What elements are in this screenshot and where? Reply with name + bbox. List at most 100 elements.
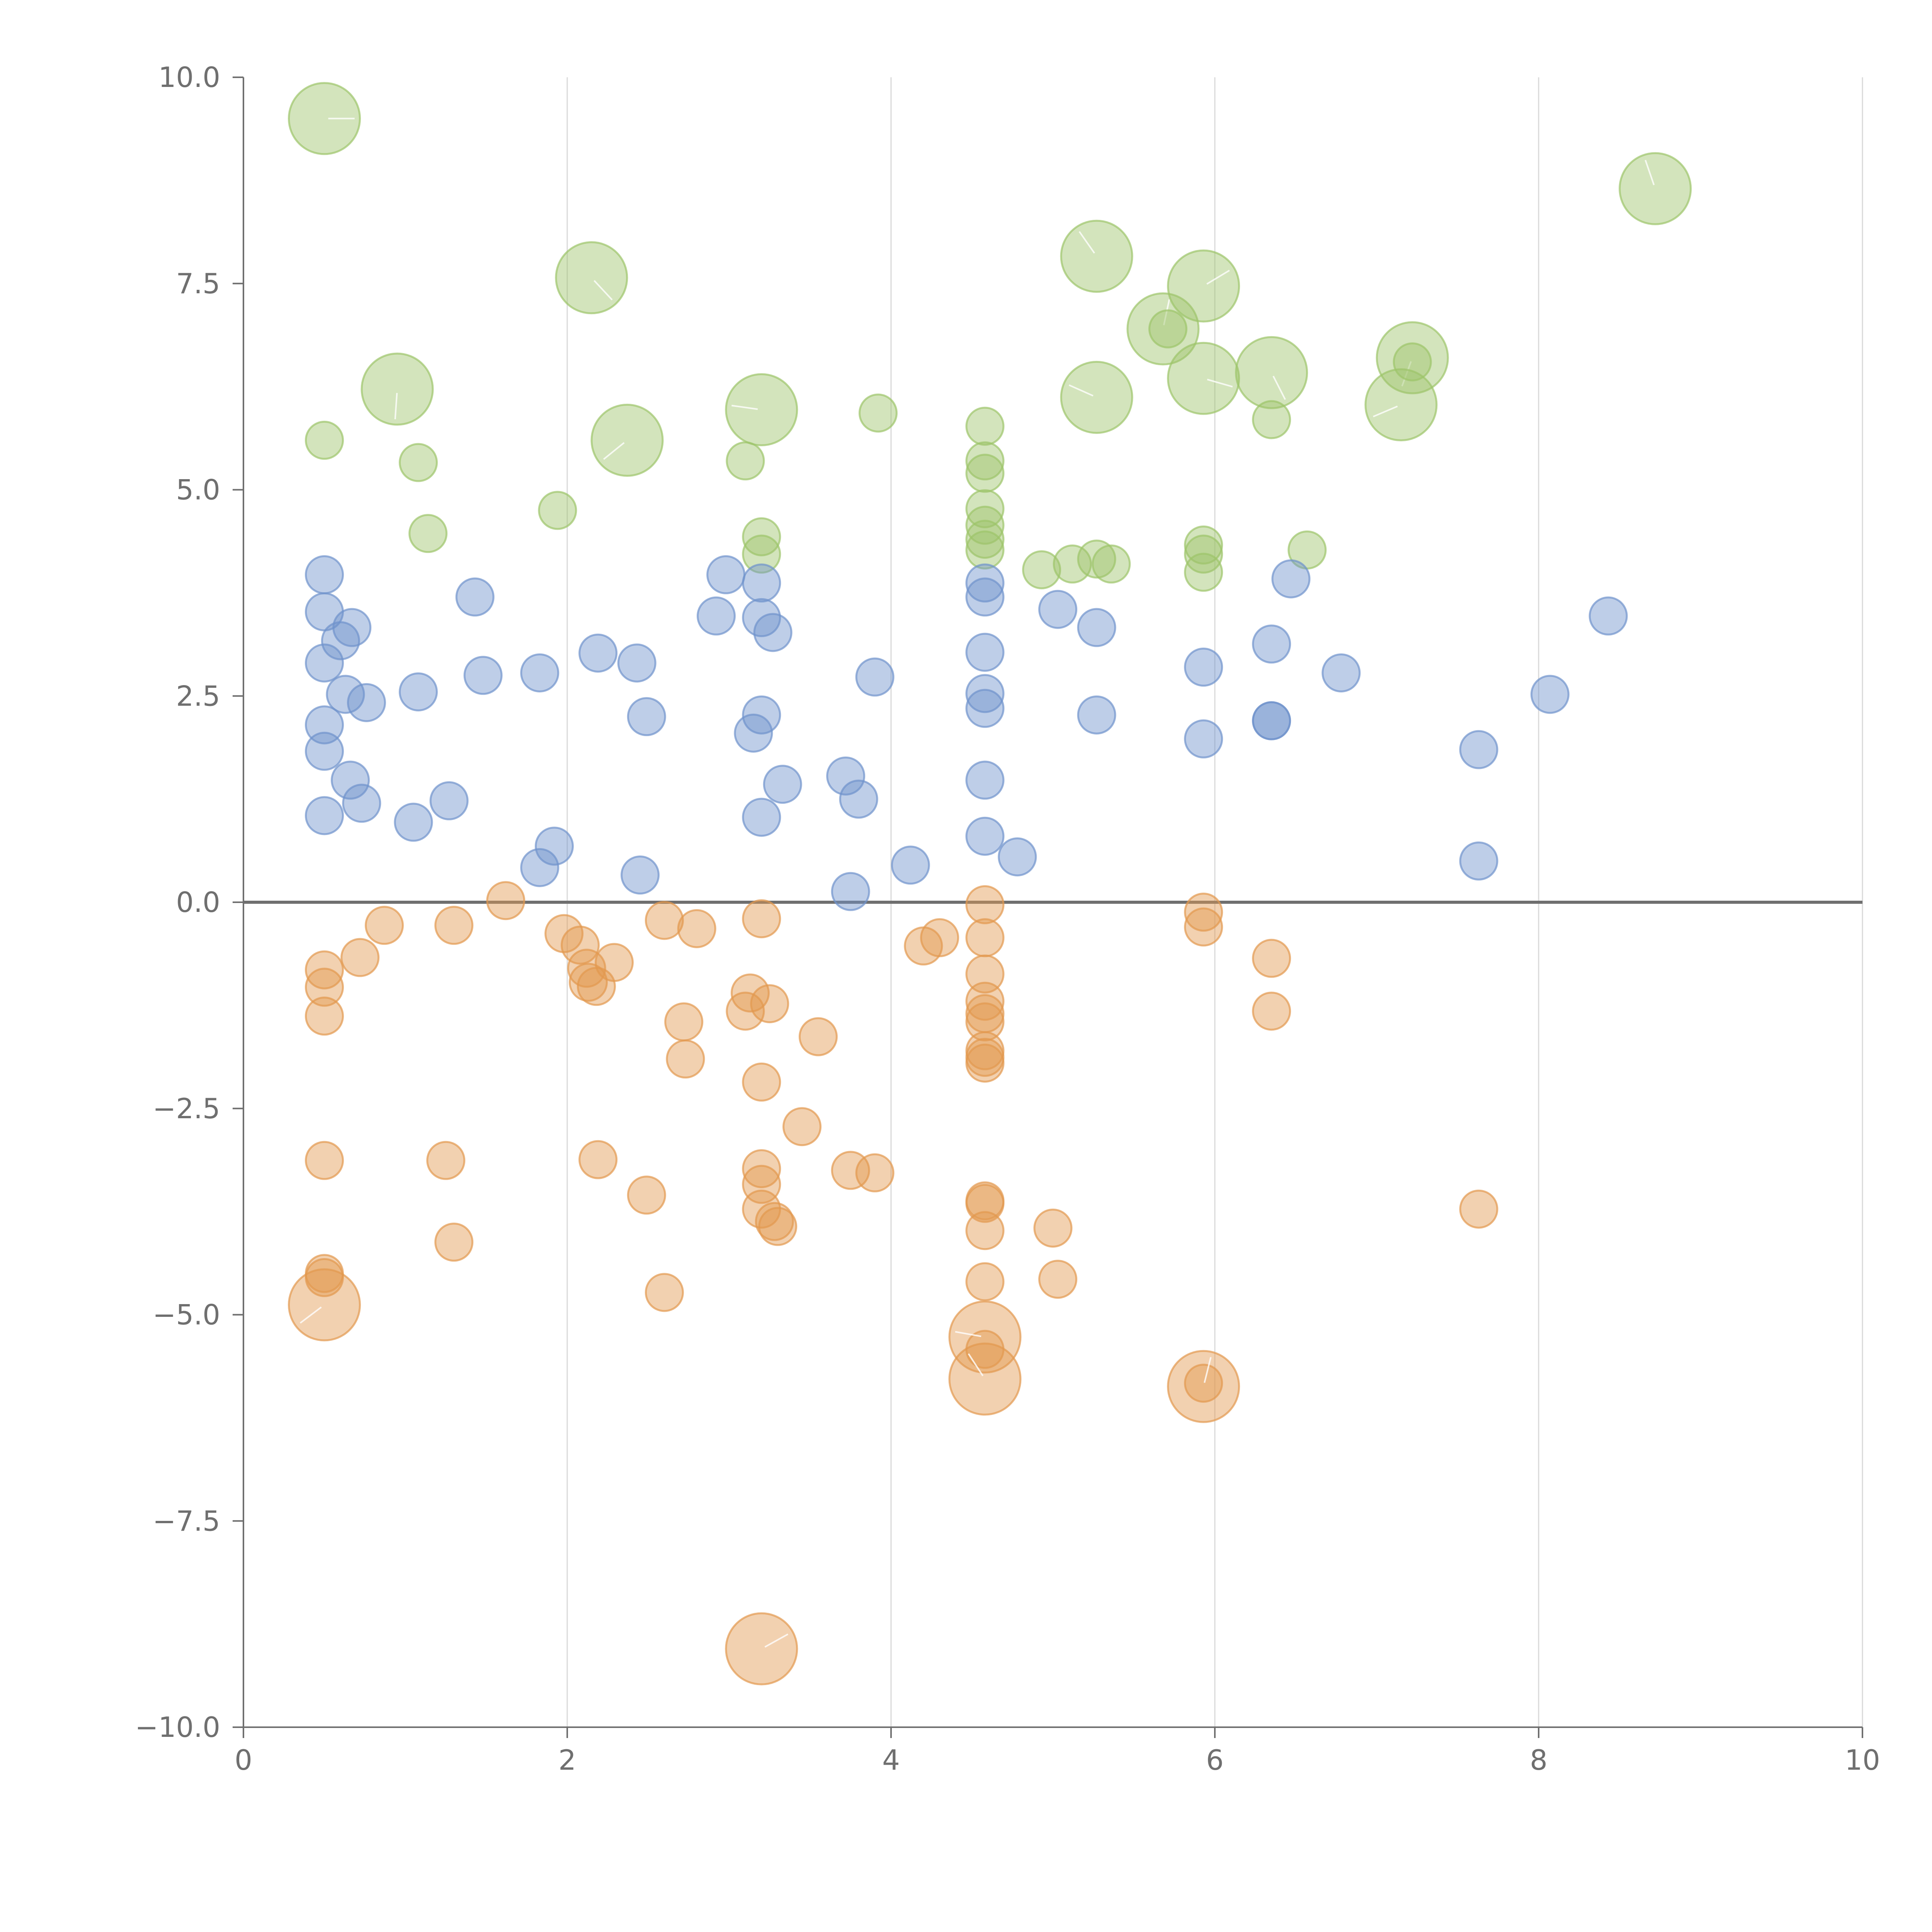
point-orange-16 [666, 1039, 705, 1079]
point-blue-38 [965, 563, 1005, 603]
point-blue-41 [965, 674, 1005, 713]
y-tick-label-3: 2.5 [176, 680, 220, 712]
point-blue-59 [1588, 596, 1628, 636]
axes [233, 77, 1863, 1738]
point-orange-17 [742, 899, 781, 939]
point-green-21 [742, 534, 781, 574]
point-blue-50 [1184, 719, 1223, 759]
y-tick-label-7: −7.5 [153, 1505, 220, 1537]
point-orange-5 [434, 906, 474, 945]
point-blue-19 [534, 827, 574, 866]
point-green-16 [408, 514, 448, 553]
point-orange-4 [365, 906, 404, 945]
point-blue-10 [331, 760, 370, 800]
point-orange-47 [742, 1149, 781, 1189]
point-glint-green-7 [1206, 270, 1230, 285]
point-glint-green-11 [1373, 405, 1398, 417]
point-blue-35 [831, 872, 870, 911]
point-blue-20 [578, 633, 618, 673]
point-green-20 [742, 517, 781, 556]
point-green-15 [399, 443, 438, 482]
point-blue-23 [621, 855, 660, 895]
point-orange-55 [965, 1184, 1005, 1223]
point-orange-12 [595, 943, 634, 982]
x-tick-label-2: 4 [882, 1744, 900, 1776]
x-tick-label-3: 6 [1206, 1744, 1224, 1776]
point-orange-21 [742, 1062, 781, 1102]
point-green-24 [965, 454, 1005, 493]
point-orange-28 [965, 954, 1005, 994]
point-blue-25 [706, 555, 746, 594]
point-blue-55 [1321, 653, 1361, 692]
point-blue-58 [1530, 675, 1570, 714]
point-glint-green-13 [1645, 160, 1655, 185]
series-green [288, 82, 1692, 592]
point-green-28 [965, 530, 1005, 570]
point-orange-65 [948, 1342, 1022, 1416]
point-orange-37 [1252, 939, 1291, 978]
point-orange-39 [305, 1141, 344, 1180]
point-green-27 [965, 520, 1005, 559]
point-green-18 [726, 441, 765, 481]
point-glint-orange-64 [955, 1331, 981, 1337]
point-green-14 [305, 420, 344, 460]
point-orange-62 [1459, 1189, 1498, 1229]
point-glint-green-6 [1163, 299, 1170, 325]
y-tick-label-2: 5.0 [176, 474, 220, 506]
point-blue-14 [429, 781, 469, 820]
point-orange-45 [627, 1175, 666, 1215]
point-orange-56 [965, 1211, 1005, 1250]
point-green-10 [1376, 321, 1449, 395]
point-glint-green-8 [1207, 379, 1233, 388]
point-orange-64 [948, 1300, 1022, 1374]
point-green-31 [1077, 539, 1116, 579]
point-blue-22 [627, 697, 666, 736]
point-blue-13 [399, 672, 438, 712]
point-orange-36 [1184, 907, 1223, 947]
point-green-39 [1393, 342, 1432, 382]
point-orange-59 [1038, 1260, 1078, 1299]
point-orange-40 [426, 1141, 466, 1180]
point-orange-25 [920, 918, 959, 957]
point-orange-58 [1033, 1208, 1073, 1248]
point-green-32 [1092, 544, 1131, 584]
point-orange-15 [664, 1002, 704, 1042]
point-blue-12 [394, 803, 433, 842]
point-blue-2 [305, 643, 344, 683]
point-blue-39 [965, 577, 1005, 617]
point-green-33 [1184, 526, 1223, 565]
point-green-8 [1167, 342, 1240, 415]
point-blue-7 [332, 608, 372, 647]
data-points [288, 82, 1692, 1685]
point-green-30 [1053, 544, 1092, 584]
point-orange-2 [305, 997, 344, 1036]
point-orange-22 [798, 1017, 838, 1056]
point-green-23 [965, 441, 1005, 481]
point-green-19 [858, 393, 898, 433]
point-orange-27 [965, 918, 1005, 957]
point-green-13 [1619, 152, 1692, 225]
point-glint-green-9 [1272, 376, 1286, 400]
y-tick-label-1: 7.5 [176, 267, 220, 300]
point-glint-orange-66 [1204, 1357, 1212, 1383]
point-glint-green-3 [603, 442, 625, 460]
point-green-35 [1184, 553, 1223, 592]
point-blue-17 [520, 653, 560, 692]
point-blue-36 [855, 657, 895, 697]
point-blue-57 [1459, 841, 1498, 881]
point-glint-green-2 [394, 393, 398, 420]
point-orange-31 [965, 1002, 1005, 1042]
point-orange-14 [677, 909, 716, 948]
point-blue-0 [305, 555, 344, 594]
point-blue-26 [742, 563, 781, 603]
point-green-25 [965, 489, 1005, 529]
point-orange-34 [965, 1043, 1005, 1083]
point-green-17 [538, 491, 577, 530]
point-blue-28 [753, 613, 793, 652]
point-green-9 [1235, 336, 1308, 409]
point-orange-6 [486, 881, 526, 920]
tick-labels: 0 2 4 6 8 10 10.0 7.5 5.0 2.5 0.0 −2.5 −5.0 −7.5 −10.0 [135, 61, 1880, 1776]
point-blue-30 [734, 713, 773, 753]
